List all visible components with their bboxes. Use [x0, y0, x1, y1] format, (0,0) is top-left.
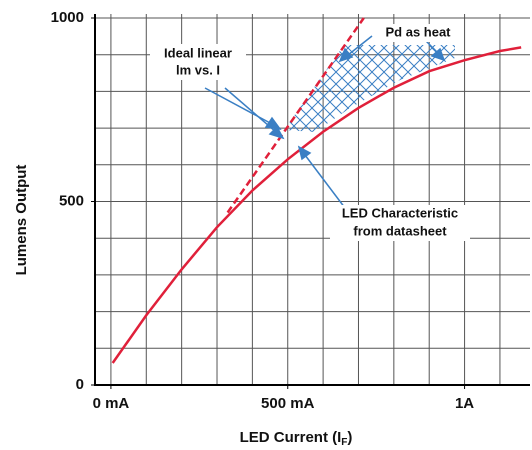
y-tick-label: 0	[76, 376, 84, 393]
line-series	[111, 46, 522, 364]
annotation: Pd as heat	[385, 24, 451, 39]
heat-hatch	[284, 45, 455, 132]
arrows	[204, 35, 446, 213]
x-tick-label: 0 mA	[93, 395, 130, 412]
x-tick-label: 1A	[455, 395, 474, 412]
annotation: LED Characteristic	[342, 205, 458, 220]
annotation: from datasheet	[353, 223, 447, 238]
annotation: lm vs. I	[176, 62, 220, 77]
annotation: Ideal linear	[164, 45, 232, 60]
line-series	[226, 17, 365, 214]
y-tick-label: 1000	[51, 9, 84, 26]
x-axis-label: LED Current (IF)	[240, 429, 353, 448]
y-axis-label: Lumens Output	[13, 165, 30, 276]
y-tick-label: 500	[59, 192, 84, 209]
x-label-sub: F	[341, 437, 347, 448]
x-label-part: LED Current (I	[240, 429, 342, 446]
x-tick-label: 500 mA	[261, 395, 315, 412]
x-label-part: )	[347, 429, 352, 446]
